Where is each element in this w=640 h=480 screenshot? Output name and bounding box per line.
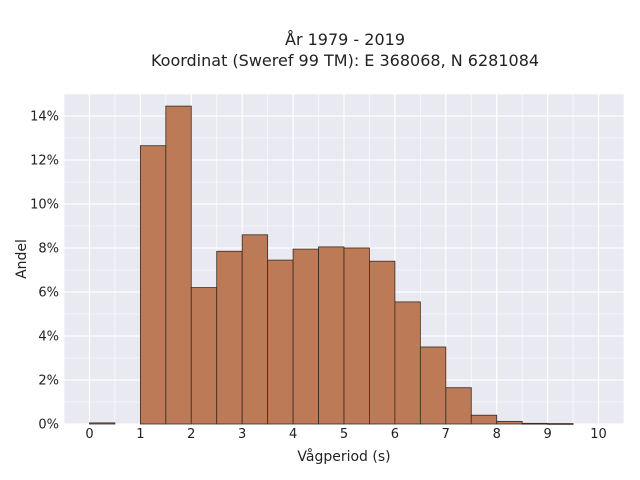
y-tick-label: 2%: [38, 374, 59, 389]
histogram-bar-11: [369, 260, 396, 425]
y-tick-label: 12%: [30, 154, 59, 169]
x-tick-label: 7: [442, 427, 450, 442]
y-axis-ticks: 0% 2% 4% 6% 8% 10% 12% 14%: [30, 110, 59, 433]
histogram-bar-14: [445, 387, 472, 425]
x-axis-label: Vågperiod (s): [297, 448, 390, 465]
y-tick-label: 10%: [30, 198, 59, 213]
x-tick-label: 4: [289, 427, 297, 442]
histogram-bar-7: [267, 259, 294, 425]
x-tick-label: 3: [238, 427, 246, 442]
y-tick-label: 4%: [38, 330, 59, 345]
histogram-bar-3: [165, 105, 192, 425]
histogram-bar-5: [216, 250, 243, 425]
x-tick-label: 1: [136, 427, 144, 442]
histogram-bar-16: [496, 420, 523, 425]
x-tick-label: 6: [391, 427, 399, 442]
histogram-bar-13: [419, 346, 447, 425]
x-tick-label: 8: [493, 427, 501, 442]
x-tick-label: 2: [187, 427, 195, 442]
histogram-bar-18: [547, 423, 574, 425]
y-tick-label: 6%: [38, 286, 59, 301]
x-tick-label: 5: [340, 427, 348, 442]
histogram-bar-15: [470, 414, 498, 425]
x-tick-label: 0: [85, 427, 93, 442]
histogram-bar-17: [521, 422, 549, 425]
y-axis-label: Andel: [14, 239, 30, 279]
histogram-bar-6: [241, 234, 269, 425]
chart-title-line-1: År 1979 - 2019: [285, 30, 405, 49]
y-tick-label: 14%: [30, 110, 59, 125]
histogram-bar-9: [318, 246, 345, 425]
y-tick-label: 8%: [38, 242, 59, 257]
histogram-bar-4: [190, 287, 218, 425]
histogram-bar-10: [343, 247, 370, 425]
histogram-bar-0: [89, 422, 116, 425]
chart-title-line-2: Koordinat (Sweref 99 TM): E 368068, N 62…: [151, 51, 539, 70]
x-tick-label: 10: [590, 427, 607, 442]
histogram-bar-12: [394, 301, 421, 425]
histogram-bar-2: [139, 145, 167, 425]
histogram-bar-8: [292, 248, 319, 425]
x-tick-label: 9: [543, 427, 551, 442]
x-axis-ticks: 0 1 2 3 4 5 6 7 8 9 10: [85, 427, 607, 442]
bars: [89, 105, 574, 425]
y-tick-label: 0%: [38, 418, 59, 433]
